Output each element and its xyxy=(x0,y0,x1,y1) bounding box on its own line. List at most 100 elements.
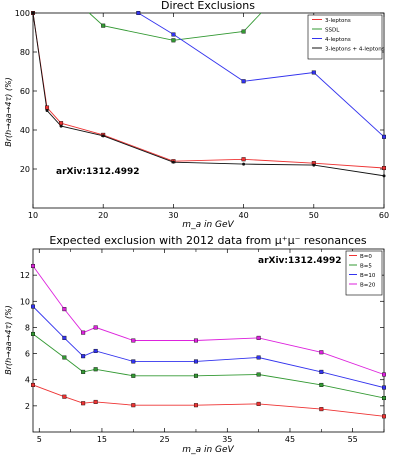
data-point xyxy=(101,23,106,28)
y-tick-label: 40 xyxy=(20,126,30,135)
legend-label: 3-leptons + 4-leptons xyxy=(325,47,385,53)
x-tick-label: 35 xyxy=(222,435,232,444)
data-point xyxy=(171,160,175,164)
data-point xyxy=(131,359,136,364)
y-tick-label: 20 xyxy=(20,165,30,174)
data-point xyxy=(31,331,36,336)
x-axis-label: m_a in GeV xyxy=(182,220,234,230)
y-tick-label: 60 xyxy=(20,87,30,96)
x-tick-label: 25 xyxy=(160,435,170,444)
arxiv-annotation: arXiv:1312.4992 xyxy=(56,167,140,177)
data-point xyxy=(241,157,246,162)
chart-expected-exclusion: Expected exclusion with 2012 data from μ… xyxy=(4,234,387,455)
series-markers xyxy=(31,263,387,419)
y-tick-label: 10 xyxy=(20,297,30,306)
data-point xyxy=(131,338,136,343)
series-lines xyxy=(32,265,385,417)
legend-box xyxy=(307,14,383,60)
data-point xyxy=(256,355,261,360)
data-point xyxy=(131,403,136,408)
data-point xyxy=(31,382,36,387)
x-tick-labels: 10 20 30 40 50 60 xyxy=(28,211,389,220)
x-tick-labels: 5 15 25 35 45 55 xyxy=(37,435,358,444)
data-point xyxy=(256,372,261,377)
series-line-b-20 xyxy=(32,265,385,375)
data-point xyxy=(93,348,98,353)
data-point xyxy=(319,350,324,355)
data-point xyxy=(93,399,98,404)
x-tick-label: 20 xyxy=(98,211,108,220)
x-tick-label: 55 xyxy=(348,435,358,444)
legend-box xyxy=(345,250,383,296)
series-markers xyxy=(31,10,387,178)
data-point xyxy=(131,373,136,378)
x-tick-label: 45 xyxy=(285,435,295,444)
y-axis-label: Br(h→aa→4τ) (%) xyxy=(4,77,13,147)
legend-label: B=5 xyxy=(360,264,372,270)
data-point xyxy=(136,10,141,15)
data-point xyxy=(101,134,105,138)
data-point xyxy=(382,174,386,178)
data-point xyxy=(382,414,387,419)
y-tick-label: 8 xyxy=(25,323,30,332)
data-point xyxy=(256,401,261,406)
series-line-b-0 xyxy=(32,384,385,417)
legend-label: 3-leptons xyxy=(325,18,351,24)
y-tick-label: 6 xyxy=(25,350,30,359)
x-tick-label: 50 xyxy=(309,211,319,220)
series-line-3-leptons xyxy=(32,12,385,169)
legend: B=0 B=5 B=10 B=20 xyxy=(345,250,383,296)
x-tick-label: 40 xyxy=(239,211,249,220)
data-point xyxy=(319,407,324,412)
data-point xyxy=(382,396,387,401)
data-point xyxy=(256,335,261,340)
data-point xyxy=(81,401,86,406)
data-point xyxy=(193,338,198,343)
data-point xyxy=(93,325,98,330)
data-point xyxy=(62,335,67,340)
data-point xyxy=(382,166,387,171)
series-line-3-leptons-4-leptons xyxy=(32,12,385,177)
plot-frame xyxy=(32,248,385,433)
y-tick-labels: 2 4 6 8 10 12 xyxy=(20,271,30,411)
data-point xyxy=(382,372,387,377)
data-point xyxy=(93,367,98,372)
data-point xyxy=(241,29,246,34)
legend: 3-leptons SSDL 4-leptons 3-leptons + 4-lept… xyxy=(307,14,385,60)
chart-title: Direct Exclusions xyxy=(161,0,255,12)
arxiv-annotation: arXiv:1312.4992 xyxy=(258,256,342,266)
y-axis-label: Br(h→aa→4τ) (%) xyxy=(4,305,13,375)
tick-marks xyxy=(33,249,385,432)
data-point xyxy=(31,304,36,309)
data-point xyxy=(81,369,86,374)
data-point xyxy=(193,373,198,378)
chart-direct-exclusions: Direct Exclusions 10 20 30 40 50 60 20 40 60 80 1… xyxy=(4,0,389,230)
data-point xyxy=(59,124,63,128)
data-point xyxy=(171,32,176,37)
data-point xyxy=(31,263,36,268)
data-point xyxy=(242,162,246,166)
legend-label: B=10 xyxy=(360,273,376,279)
data-point xyxy=(171,38,176,43)
data-point xyxy=(319,382,324,387)
data-point xyxy=(193,403,198,408)
data-point xyxy=(319,369,324,374)
plot-frame xyxy=(32,12,385,209)
data-point xyxy=(193,359,198,364)
data-point xyxy=(62,355,67,360)
legend-label: B=20 xyxy=(360,283,376,289)
data-point xyxy=(312,163,316,167)
y-tick-label: 80 xyxy=(20,48,30,57)
x-tick-label: 30 xyxy=(168,211,178,220)
series-line-b-5 xyxy=(32,333,385,399)
x-tick-label: 15 xyxy=(97,435,107,444)
data-point xyxy=(241,79,246,84)
y-tick-label: 100 xyxy=(15,9,30,18)
data-point xyxy=(81,330,86,335)
x-tick-label: 5 xyxy=(37,435,42,444)
data-point xyxy=(62,394,67,399)
chart-title: Expected exclusion with 2012 data from μ… xyxy=(49,234,367,247)
x-tick-label: 60 xyxy=(379,211,389,220)
legend-label: B=0 xyxy=(360,254,372,260)
x-tick-label: 10 xyxy=(28,211,38,220)
